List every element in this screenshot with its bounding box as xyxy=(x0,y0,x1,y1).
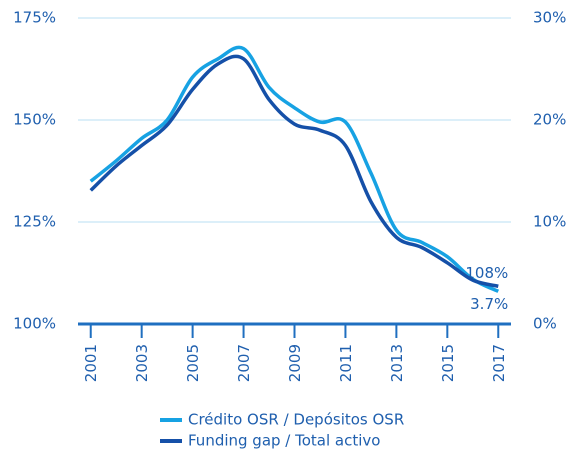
legend-label: Crédito OSR / Depósitos OSR xyxy=(188,411,404,429)
y-tick-label: 125% xyxy=(13,213,56,231)
y2-tick-label: 20% xyxy=(533,111,566,129)
y2-tick-label: 10% xyxy=(533,213,566,231)
y2-tick-label: 30% xyxy=(533,9,566,27)
x-tick-label: 2007 xyxy=(235,344,253,382)
data-label: 108% xyxy=(465,264,508,282)
legend-label: Funding gap / Total activo xyxy=(188,432,380,450)
x-tick-label: 2015 xyxy=(439,344,457,382)
line-series xyxy=(89,45,500,293)
x-tick-label: 2013 xyxy=(388,344,406,382)
x-tick-label: 2011 xyxy=(337,344,355,382)
x-tick-label: 2017 xyxy=(490,344,508,382)
y-tick-label: 175% xyxy=(13,9,56,27)
x-tick-label: 2009 xyxy=(286,344,304,382)
x-tick-label: 2005 xyxy=(184,344,202,382)
x-tick-label: 2003 xyxy=(133,344,151,382)
y-tick-label: 150% xyxy=(13,111,56,129)
x-tick-label: 2001 xyxy=(82,344,100,382)
data-label: 3.7% xyxy=(470,295,508,313)
line-series xyxy=(89,54,499,288)
y-tick-label: 100% xyxy=(13,315,56,333)
y2-tick-label: 0% xyxy=(533,315,557,333)
